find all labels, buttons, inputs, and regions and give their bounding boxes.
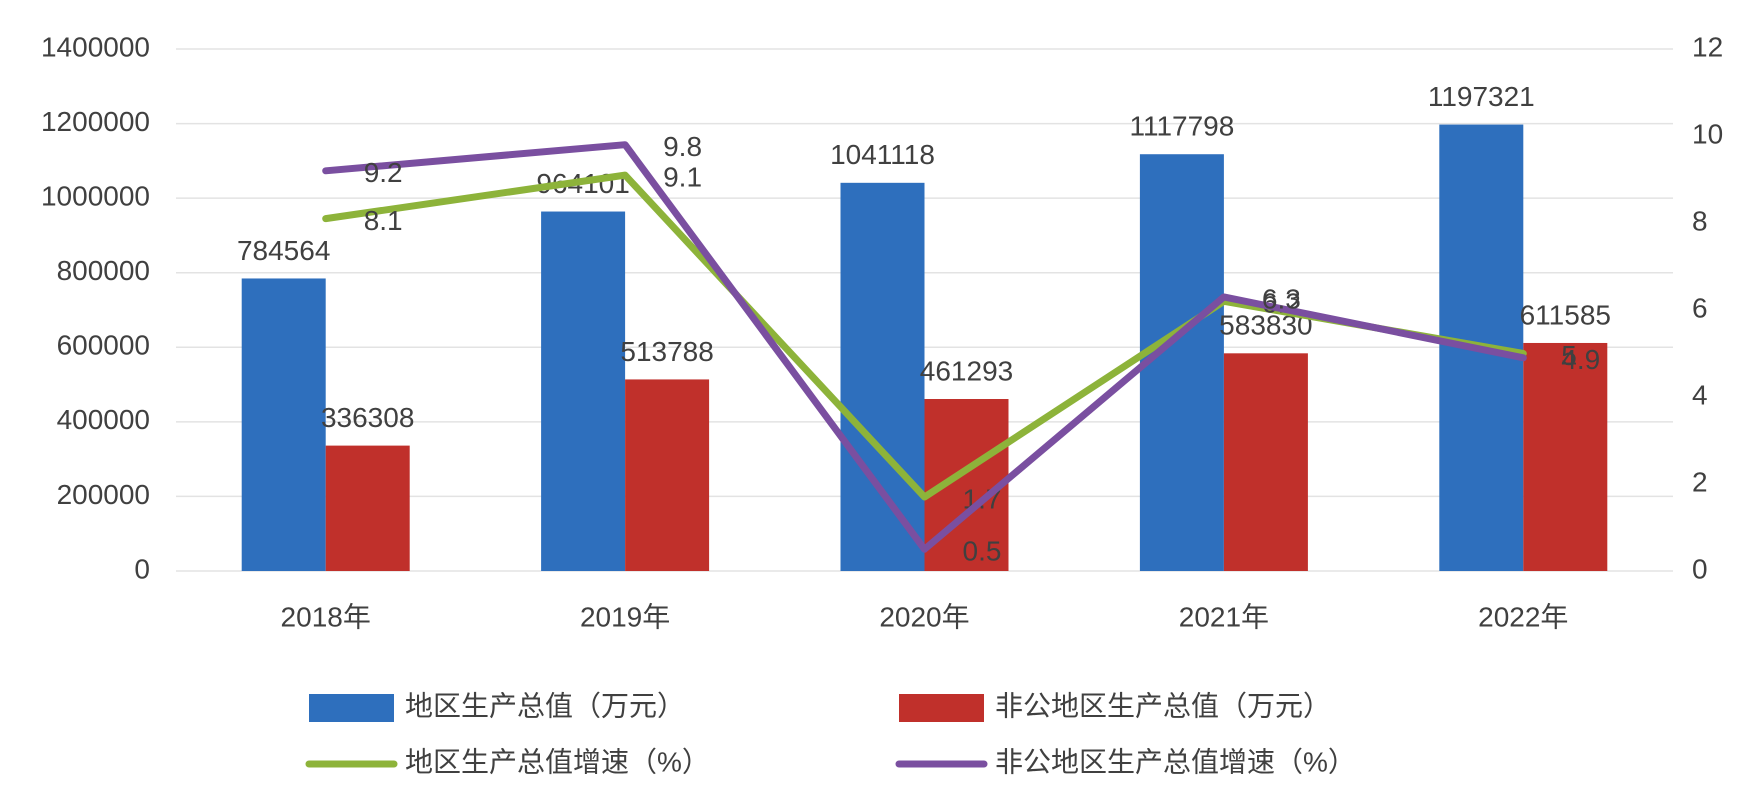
- value-label: 513788: [620, 336, 713, 367]
- line: [322, 141, 1527, 553]
- x-tick-label: 2019年: [580, 601, 670, 632]
- x-tick-label: 2022年: [1478, 601, 1568, 632]
- y-tick-label: 400000: [57, 404, 150, 435]
- legend-swatch: [309, 694, 394, 722]
- legend-label: 地区生产总值增速（%）: [405, 746, 710, 777]
- value-label: 1041118: [830, 139, 935, 170]
- x-tick-label: 2018年: [281, 601, 371, 632]
- x-tick-label: 2021年: [1179, 601, 1269, 632]
- value-label: 784564: [237, 235, 330, 266]
- y-tick-label: 600000: [57, 330, 150, 361]
- value-label: 1117798: [1129, 111, 1234, 142]
- y-tick-label: 0: [134, 553, 150, 584]
- bar: [1139, 154, 1224, 571]
- value-label: 4.9: [1561, 344, 1600, 375]
- bar: [1223, 353, 1308, 571]
- y-tick-label: 1400000: [41, 31, 150, 62]
- legend-swatch: [899, 694, 984, 722]
- y2-tick-label: 10: [1692, 118, 1723, 149]
- y2-tick-label: 12: [1692, 31, 1723, 62]
- x-tick-label: 2020年: [879, 601, 969, 632]
- legend-label: 非公地区生产总值（万元）: [995, 690, 1331, 721]
- y-tick-label: 800000: [57, 255, 150, 286]
- bar: [1523, 342, 1608, 571]
- bar: [625, 379, 710, 571]
- y2-tick-label: 0: [1692, 553, 1708, 584]
- y2-tick-label: 8: [1692, 205, 1708, 236]
- bar: [241, 278, 326, 571]
- bar: [840, 182, 925, 572]
- y2-tick-label: 2: [1692, 466, 1708, 497]
- bar: [325, 445, 410, 571]
- y-tick-label: 1200000: [41, 106, 150, 137]
- value-label: 336308: [321, 402, 414, 433]
- value-label: 0.5: [963, 536, 1002, 567]
- value-label: 611585: [1520, 299, 1611, 330]
- y2-tick-label: 6: [1692, 292, 1708, 323]
- value-label: 8.1: [364, 205, 403, 236]
- value-label: 461293: [920, 355, 1013, 386]
- legend-label: 非公地区生产总值增速（%）: [995, 746, 1356, 777]
- value-label: 9.2: [364, 157, 403, 188]
- value-label: 6.3: [1262, 283, 1301, 314]
- y2-tick-label: 4: [1692, 379, 1708, 410]
- bar: [541, 211, 626, 571]
- y-tick-label: 1000000: [41, 181, 150, 212]
- value-label: 5: [1561, 340, 1577, 371]
- y-tick-label: 200000: [57, 479, 150, 510]
- value-label: 9.1: [663, 162, 702, 193]
- value-label: 1197321: [1428, 81, 1535, 112]
- legend-label: 地区生产总值（万元）: [405, 690, 685, 721]
- value-label: 9.8: [663, 131, 702, 162]
